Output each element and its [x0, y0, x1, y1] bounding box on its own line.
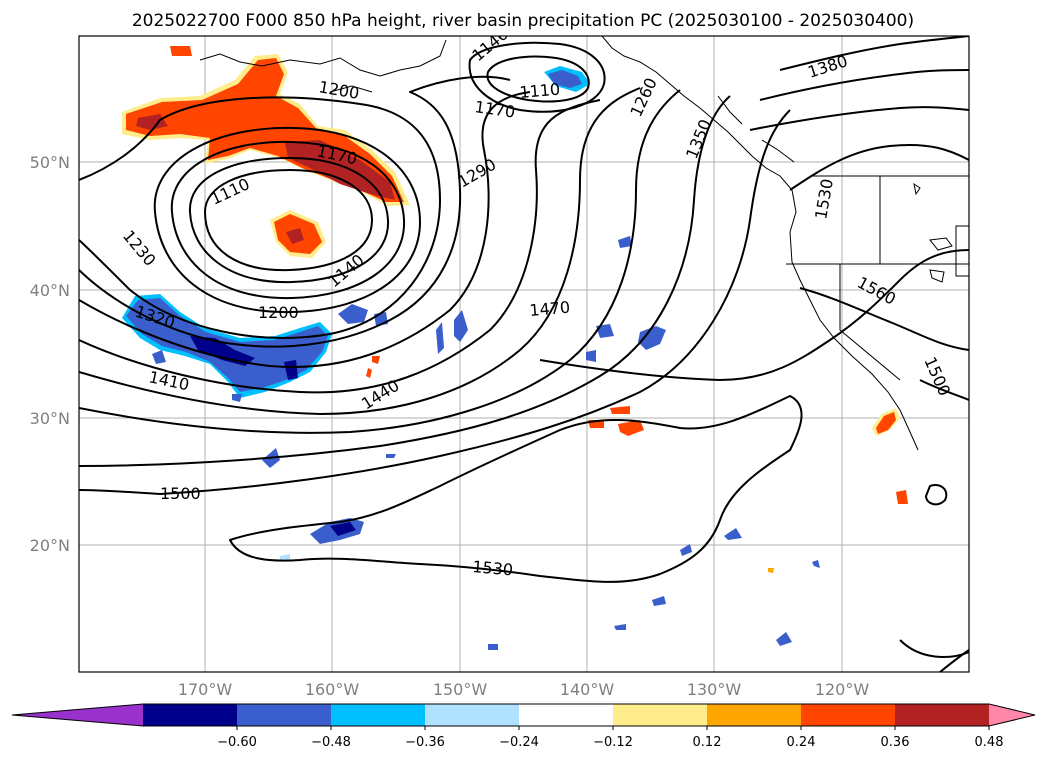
- lon-label: 140°W: [560, 680, 615, 699]
- colorbar-tick-label: −0.48: [311, 735, 351, 750]
- lon-label: 150°W: [433, 680, 488, 699]
- longitude-labels: 170°W 160°W 150°W 140°W 130°W 120°W: [178, 680, 870, 699]
- colorbar-segment: [331, 704, 426, 726]
- colorbar-segment: [237, 704, 332, 726]
- colorbar-tick-label: −0.12: [593, 735, 633, 750]
- lat-label: 40°N: [30, 281, 70, 300]
- colorbar-tick-label: 0.36: [881, 735, 910, 750]
- colorbar-outline: [11, 703, 1036, 727]
- colorbar-extend-low: [12, 704, 143, 726]
- colorbar-segment: [801, 704, 896, 726]
- lon-label: 160°W: [305, 680, 360, 699]
- latitude-labels: 50°N 40°N 30°N 20°N: [30, 153, 70, 555]
- colorbar-tick-label: −0.24: [499, 735, 539, 750]
- colorbar-extend-high: [989, 704, 1035, 726]
- map-panel: 1146 1110 1170 1200 1260 1350 1380 1170 …: [79, 36, 969, 672]
- colorbar-segment: [707, 704, 802, 726]
- colorbar-segment: [519, 704, 614, 726]
- contour-label: 1200: [258, 303, 299, 322]
- height-contours: [79, 36, 969, 672]
- map-frame: [78, 35, 970, 673]
- contour-label: 1530: [472, 557, 514, 579]
- lon-label: 130°W: [687, 680, 742, 699]
- map-title: 2025022700 F000 850 hPa height, river ba…: [132, 11, 914, 31]
- coastlines: [199, 36, 969, 451]
- colorbar-tick-label: 0.24: [787, 735, 816, 750]
- colorbar-tick-label: 0.12: [693, 735, 722, 750]
- colorbar-tick-label: 0.48: [975, 735, 1004, 750]
- colorbar-tick-label: −0.60: [217, 735, 257, 750]
- lat-label: 50°N: [30, 153, 70, 172]
- precip-negative-shading: [122, 66, 820, 650]
- contour-label: 1110: [519, 80, 561, 102]
- colorbar-segment: [613, 704, 708, 726]
- precip-positive-shading: [122, 46, 908, 573]
- lon-label: 120°W: [815, 680, 870, 699]
- colorbar: −0.60 −0.48 −0.36 −0.24 −0.12 0.12 0.24 0.36 0.4…: [11, 703, 1036, 750]
- colorbar-segment: [425, 704, 520, 726]
- colorbar-segment: [895, 704, 990, 726]
- colorbar-segment: [143, 704, 238, 726]
- lat-label: 20°N: [30, 536, 70, 555]
- contour-label: 1500: [160, 484, 201, 503]
- colorbar-tick-label: −0.36: [405, 735, 445, 750]
- contour-label: 1470: [529, 298, 571, 320]
- lat-label: 30°N: [30, 409, 70, 428]
- lon-label: 170°W: [178, 680, 233, 699]
